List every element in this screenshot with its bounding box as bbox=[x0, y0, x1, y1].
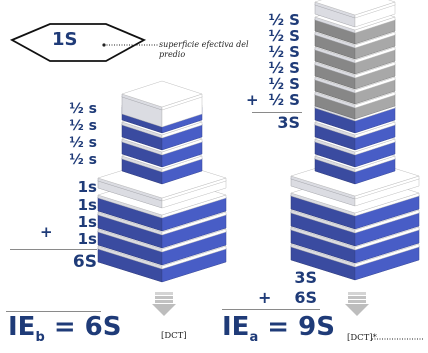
tall-building bbox=[290, 0, 420, 281]
surface-annotation: superficie efectiva del predio bbox=[159, 40, 249, 59]
ie-a-sub: a bbox=[249, 330, 259, 346]
down-arrow-left bbox=[152, 292, 176, 316]
right-half-4: ½ S bbox=[268, 59, 300, 77]
dct-right-label: [DCT]* bbox=[347, 333, 377, 343]
dct-left-label: [DCT] bbox=[161, 331, 187, 341]
ie-b-value: = 6S bbox=[53, 312, 122, 342]
surface-diamond bbox=[9, 23, 158, 62]
right-half-6: ½ S bbox=[268, 91, 300, 109]
ie-a-value: = 9S bbox=[267, 312, 335, 342]
left-half-1: ½ s bbox=[69, 101, 97, 117]
diamond-label: 1S bbox=[52, 29, 78, 50]
ie-b-formula: IEb = 6S bbox=[8, 312, 121, 353]
right-sum-rule bbox=[252, 112, 302, 113]
right-sum-rule-2 bbox=[222, 309, 320, 310]
building-left-slab-10-top-face bbox=[121, 80, 203, 108]
right-half-2: ½ S bbox=[268, 27, 300, 45]
ie-a-formula: IEa = 9S bbox=[222, 312, 335, 353]
right-sum-second: 6S bbox=[294, 288, 317, 307]
left-half-3: ½ s bbox=[69, 135, 97, 151]
left-plus: + bbox=[40, 223, 53, 241]
left-one-1: 1s bbox=[77, 178, 97, 196]
right-sum-plus: + bbox=[258, 288, 272, 307]
right-half-5: ½ S bbox=[268, 75, 300, 93]
arrows bbox=[152, 292, 369, 316]
base-building bbox=[97, 80, 227, 283]
right-plus: + bbox=[246, 91, 259, 109]
ie-a-prefix: IE bbox=[222, 312, 250, 342]
ie-b-prefix: IE bbox=[8, 312, 36, 342]
left-half-4: ½ s bbox=[69, 152, 97, 168]
down-arrow-right bbox=[345, 292, 369, 316]
left-half-2: ½ s bbox=[69, 118, 97, 134]
right-sum-first: 3S bbox=[294, 268, 317, 287]
dct-right-leader bbox=[372, 338, 424, 340]
right-half-3: ½ S bbox=[268, 43, 300, 61]
left-total: 6S bbox=[72, 252, 97, 272]
right-total: 3S bbox=[277, 113, 300, 132]
ie-b-rule bbox=[6, 311, 101, 312]
left-one-4: 1s bbox=[77, 230, 97, 248]
ie-b-sub: b bbox=[35, 330, 45, 346]
left-one-3: 1s bbox=[77, 213, 97, 231]
right-half-1: ½ S bbox=[268, 11, 300, 29]
left-one-2: 1s bbox=[77, 196, 97, 214]
left-sum-rule bbox=[10, 249, 97, 250]
building-right-slab-16-top-face bbox=[314, 0, 396, 16]
